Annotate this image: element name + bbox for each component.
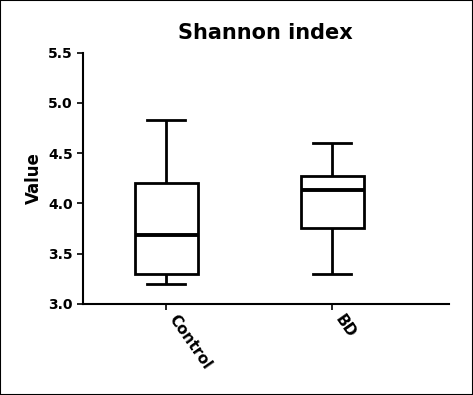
Bar: [135, 183, 198, 274]
Y-axis label: Value: Value: [25, 152, 43, 204]
Title: Shannon index: Shannon index: [178, 23, 353, 43]
Bar: [301, 176, 364, 228]
